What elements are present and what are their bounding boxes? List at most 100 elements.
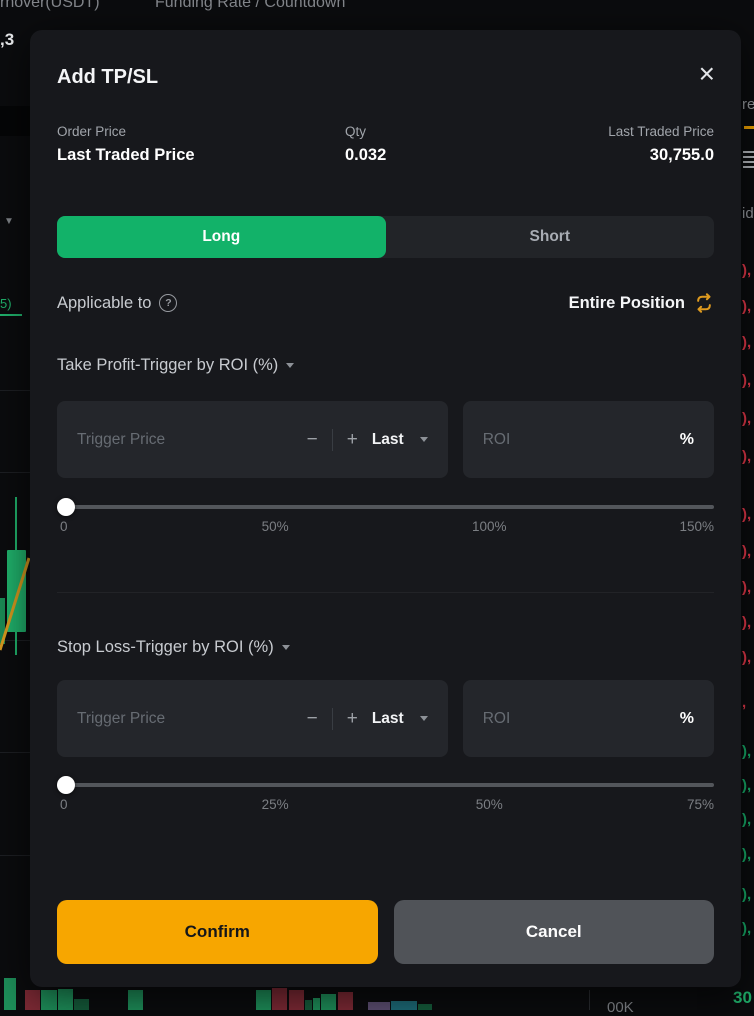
volume-bar (74, 999, 89, 1010)
hamburger-icon (743, 151, 754, 171)
orderbook-row-fragment: ), (742, 886, 752, 903)
bg-label-fragment: id (742, 205, 754, 222)
orderbook-row-fragment: ), (742, 920, 752, 937)
plus-button[interactable]: + (346, 708, 358, 729)
tp-roi-slider[interactable] (57, 496, 714, 518)
order-price-label: Order Price (57, 124, 127, 139)
sl-slider-track[interactable] (57, 783, 714, 787)
tp-price-type-value: Last (371, 430, 404, 448)
candlestick-body (0, 598, 5, 644)
volume-bar (418, 1004, 432, 1010)
long-tab[interactable]: Long (57, 216, 386, 258)
applicable-to-label: Applicable to (57, 293, 152, 312)
minus-button[interactable]: − (306, 708, 318, 729)
entire-position-switcher[interactable]: Entire Position (569, 293, 714, 313)
bg-chart-tab-fragment: 5) (0, 296, 12, 311)
minus-button[interactable]: − (306, 429, 318, 450)
volume-bar (58, 989, 73, 1010)
sl-slider-tick: 75% (686, 797, 714, 812)
tp-trigger-price-field[interactable]: Trigger Price − + Last (57, 401, 448, 478)
orderbook-row-fragment: ), (742, 372, 752, 389)
add-tpsl-modal: Add TP/SL × Order Price Last Traded Pric… (30, 30, 741, 987)
help-icon[interactable]: ? (159, 294, 178, 312)
volume-bar (391, 1001, 417, 1010)
volume-bar (338, 992, 353, 1010)
modal-actions: Confirm Cancel (57, 900, 714, 964)
take-profit-trigger-dropdown[interactable]: Take Profit-Trigger by ROI (%) (57, 356, 295, 375)
orderbook-row-fragment: ), (742, 743, 752, 760)
orderbook-row-fragment: ), (742, 448, 752, 465)
qty-value: 0.032 (345, 146, 387, 164)
chart-gridline (0, 752, 30, 753)
orderbook-row-fragment: ), (742, 579, 752, 596)
sl-trigger-price-field[interactable]: Trigger Price − + Last (57, 680, 448, 757)
orderbook-row-fragment: , (742, 694, 747, 711)
volume-bar (41, 990, 57, 1010)
chart-gridline (0, 472, 30, 473)
modal-title: Add TP/SL (57, 66, 159, 88)
tp-roi-placeholder: ROI (482, 430, 511, 448)
bg-panel-band (697, 988, 741, 1010)
tp-roi-field[interactable]: ROI % (462, 401, 714, 478)
order-info-row: Order Price Last Traded Price Qty 0.032 … (57, 124, 714, 165)
plus-button[interactable]: + (346, 429, 358, 450)
tp-slider-thumb[interactable] (57, 498, 75, 516)
sl-roi-slider[interactable] (57, 774, 714, 796)
bg-turnover-tab-fragment: rnover(USDT) (0, 0, 100, 11)
sl-slider-thumb[interactable] (57, 776, 75, 794)
orderbook-row-fragment: ), (742, 543, 752, 560)
volume-bar (368, 1002, 390, 1010)
sl-roi-unit: % (679, 709, 694, 727)
volume-bar (25, 990, 40, 1010)
tp-slider-tick: 150% (679, 519, 714, 534)
orderbook-row-fragment: ), (742, 846, 752, 863)
close-icon[interactable]: × (698, 58, 715, 89)
tp-slider-track[interactable] (57, 505, 714, 509)
sl-slider-tick: 25% (261, 797, 289, 812)
sl-trigger-price-placeholder: Trigger Price (77, 709, 166, 727)
cancel-button[interactable]: Cancel (393, 900, 714, 964)
volume-bar (313, 998, 320, 1010)
tp-slider-tick: 0 (60, 519, 68, 534)
tp-price-type-dropdown[interactable]: Last (372, 431, 428, 449)
orderbook-row-fragment: ), (742, 334, 752, 351)
ma-line (0, 557, 30, 651)
stop-loss-inputs: Trigger Price − + Last ROI % (57, 680, 714, 757)
orderbook-row-fragment: ), (742, 649, 752, 666)
short-tab[interactable]: Short (529, 228, 570, 245)
chevron-down-icon (419, 437, 428, 442)
confirm-button[interactable]: Confirm (57, 900, 378, 964)
tp-trigger-price-placeholder: Trigger Price (77, 430, 166, 448)
bg-tab-underline (744, 126, 754, 129)
orderbook-row-fragment: ), (742, 262, 752, 279)
take-profit-inputs: Trigger Price − + Last ROI % (57, 401, 714, 478)
bg-orderbook-header-fragment: re (742, 96, 754, 113)
chart-axis-divider (589, 990, 590, 1010)
chevron-down-icon: ▼ (4, 216, 14, 227)
sl-slider-tick: 0 (60, 797, 68, 812)
sl-roi-field[interactable]: ROI % (462, 680, 714, 757)
entire-position-value: Entire Position (568, 293, 685, 312)
volume-bar (272, 988, 287, 1010)
sl-price-type-value: Last (371, 709, 404, 727)
tp-roi-unit: % (679, 430, 694, 448)
applicable-row: Applicable to ? Entire Position (57, 293, 714, 313)
sl-price-type-dropdown[interactable]: Last (372, 710, 428, 728)
stepper-divider (331, 428, 333, 451)
bg-funding-rate-tab-fragment: Funding Rate / Countdown (155, 0, 346, 11)
volume-bar (305, 1000, 312, 1010)
orderbook-row-fragment: ), (742, 777, 752, 794)
chart-gridline (0, 390, 30, 391)
chevron-down-icon (281, 645, 290, 650)
orderbook-row-fragment: ), (742, 811, 752, 828)
stepper-divider (331, 707, 333, 730)
chevron-down-icon (286, 363, 295, 368)
bg-volume-label-fragment: 00K (607, 999, 634, 1016)
tp-slider-tick: 100% (472, 519, 507, 534)
section-divider (57, 592, 714, 593)
stop-loss-trigger-dropdown[interactable]: Stop Loss-Trigger by ROI (%) (57, 638, 290, 657)
chevron-down-icon (419, 716, 428, 721)
tp-slider-labels: 0 50% 100% 150% (57, 519, 714, 535)
orderbook-row-fragment: ), (742, 410, 752, 427)
volume-bars (0, 974, 754, 1010)
